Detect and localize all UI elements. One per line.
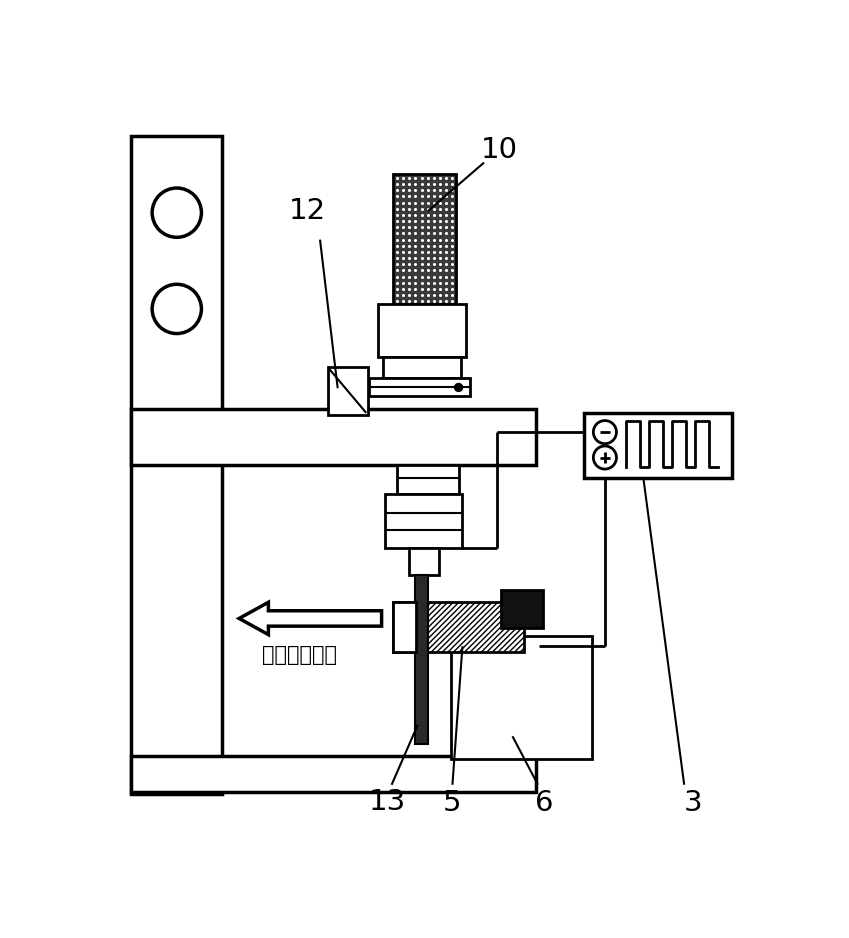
Bar: [501, 590, 543, 628]
FancyArrow shape: [239, 602, 381, 635]
Bar: [393, 601, 416, 652]
Bar: [393, 174, 456, 304]
Text: 12: 12: [289, 197, 325, 225]
Text: 13: 13: [368, 788, 406, 816]
Circle shape: [152, 188, 201, 237]
Bar: [383, 357, 461, 378]
Bar: [393, 601, 524, 652]
Bar: [584, 413, 732, 478]
Bar: [385, 493, 463, 548]
Text: 工件进给方向: 工件进给方向: [261, 645, 337, 665]
Bar: [414, 575, 428, 744]
Bar: [408, 548, 439, 575]
Bar: [397, 465, 458, 493]
Bar: [378, 304, 466, 357]
Circle shape: [593, 420, 616, 444]
Text: 5: 5: [443, 789, 462, 817]
Text: 3: 3: [684, 789, 703, 817]
Bar: [368, 378, 470, 396]
Bar: [132, 136, 222, 794]
Text: 10: 10: [481, 135, 518, 163]
Text: 6: 6: [535, 789, 554, 817]
Bar: [451, 636, 592, 760]
Circle shape: [455, 384, 463, 391]
Circle shape: [152, 284, 201, 334]
Bar: [132, 755, 536, 792]
Bar: [328, 367, 368, 416]
Circle shape: [593, 446, 616, 469]
Bar: [132, 409, 536, 465]
